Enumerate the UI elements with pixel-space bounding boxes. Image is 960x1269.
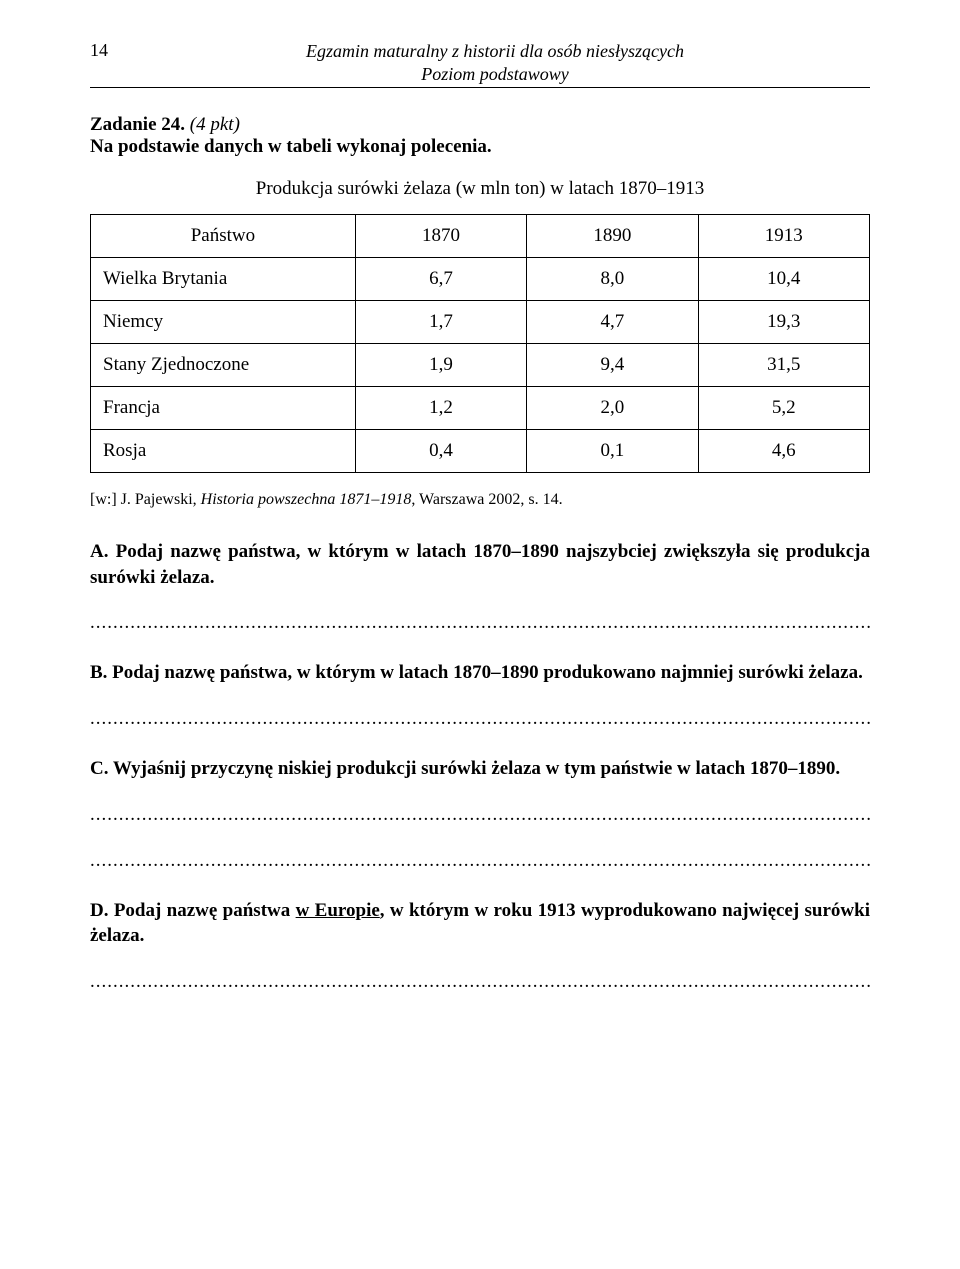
table-row: Francja 1,2 2,0 5,2 bbox=[91, 387, 870, 430]
cell-country: Stany Zjednoczone bbox=[91, 344, 356, 387]
cell-country: Rosja bbox=[91, 430, 356, 473]
cell-value: 4,7 bbox=[527, 301, 698, 344]
col-year-0: 1870 bbox=[355, 215, 526, 258]
cell-country: Wielka Brytania bbox=[91, 258, 356, 301]
answer-line[interactable]: ........................................… bbox=[90, 850, 870, 872]
question-b: B. Podaj nazwę państwa, w którym w latac… bbox=[90, 660, 870, 686]
header-rule bbox=[90, 87, 870, 88]
table-row: Stany Zjednoczone 1,9 9,4 31,5 bbox=[91, 344, 870, 387]
col-year-2: 1913 bbox=[698, 215, 869, 258]
table-row: Wielka Brytania 6,7 8,0 10,4 bbox=[91, 258, 870, 301]
cell-value: 2,0 bbox=[527, 387, 698, 430]
cell-country: Niemcy bbox=[91, 301, 356, 344]
cell-value: 1,9 bbox=[355, 344, 526, 387]
cell-value: 5,2 bbox=[698, 387, 869, 430]
cell-value: 0,1 bbox=[527, 430, 698, 473]
page: 14 Egzamin maturalny z historii dla osób… bbox=[0, 0, 960, 1269]
table-row: Rosja 0,4 0,1 4,6 bbox=[91, 430, 870, 473]
cell-value: 19,3 bbox=[698, 301, 869, 344]
task-points: (4 pkt) bbox=[190, 114, 240, 135]
cell-value: 1,7 bbox=[355, 301, 526, 344]
cell-value: 1,2 bbox=[355, 387, 526, 430]
citation-suffix: , Warszawa 2002, s. 14. bbox=[411, 491, 562, 508]
page-header: 14 Egzamin maturalny z historii dla osób… bbox=[90, 40, 870, 85]
col-country: Państwo bbox=[91, 215, 356, 258]
cell-value: 8,0 bbox=[527, 258, 698, 301]
header-line1: Egzamin maturalny z historii dla osób ni… bbox=[306, 41, 684, 61]
answer-line[interactable]: ........................................… bbox=[90, 971, 870, 993]
cell-value: 6,7 bbox=[355, 258, 526, 301]
citation-prefix: [w:] J. Pajewski, bbox=[90, 491, 201, 508]
citation-title: Historia powszechna 1871–1918 bbox=[201, 491, 412, 508]
question-c: C. Wyjaśnij przyczynę niskiej produkcji … bbox=[90, 756, 870, 782]
header-title: Egzamin maturalny z historii dla osób ni… bbox=[120, 40, 870, 85]
question-d: D. Podaj nazwę państwa w Europie, w któr… bbox=[90, 898, 870, 949]
answer-line[interactable]: ........................................… bbox=[90, 612, 870, 634]
cell-value: 31,5 bbox=[698, 344, 869, 387]
question-d-pre: D. Podaj nazwę państwa bbox=[90, 900, 296, 921]
cell-value: 4,6 bbox=[698, 430, 869, 473]
cell-value: 0,4 bbox=[355, 430, 526, 473]
task-instruction: Na podstawie danych w tabeli wykonaj pol… bbox=[90, 136, 870, 158]
task-title: Zadanie 24. (4 pkt) bbox=[90, 114, 870, 136]
table-header-row: Państwo 1870 1890 1913 bbox=[91, 215, 870, 258]
cell-value: 9,4 bbox=[527, 344, 698, 387]
page-number: 14 bbox=[90, 40, 120, 61]
header-line2: Poziom podstawowy bbox=[421, 64, 569, 84]
question-d-underline: w Europie bbox=[296, 900, 380, 921]
cell-country: Francja bbox=[91, 387, 356, 430]
task-label: Zadanie 24. bbox=[90, 114, 185, 135]
citation: [w:] J. Pajewski, Historia powszechna 18… bbox=[90, 491, 870, 509]
answer-line[interactable]: ........................................… bbox=[90, 708, 870, 730]
question-a: A. Podaj nazwę państwa, w którym w latac… bbox=[90, 539, 870, 590]
table-caption: Produkcja surówki żelaza (w mln ton) w l… bbox=[90, 178, 870, 200]
col-year-1: 1890 bbox=[527, 215, 698, 258]
cell-value: 10,4 bbox=[698, 258, 869, 301]
table-row: Niemcy 1,7 4,7 19,3 bbox=[91, 301, 870, 344]
data-table: Państwo 1870 1890 1913 Wielka Brytania 6… bbox=[90, 214, 870, 473]
answer-line[interactable]: ........................................… bbox=[90, 804, 870, 826]
